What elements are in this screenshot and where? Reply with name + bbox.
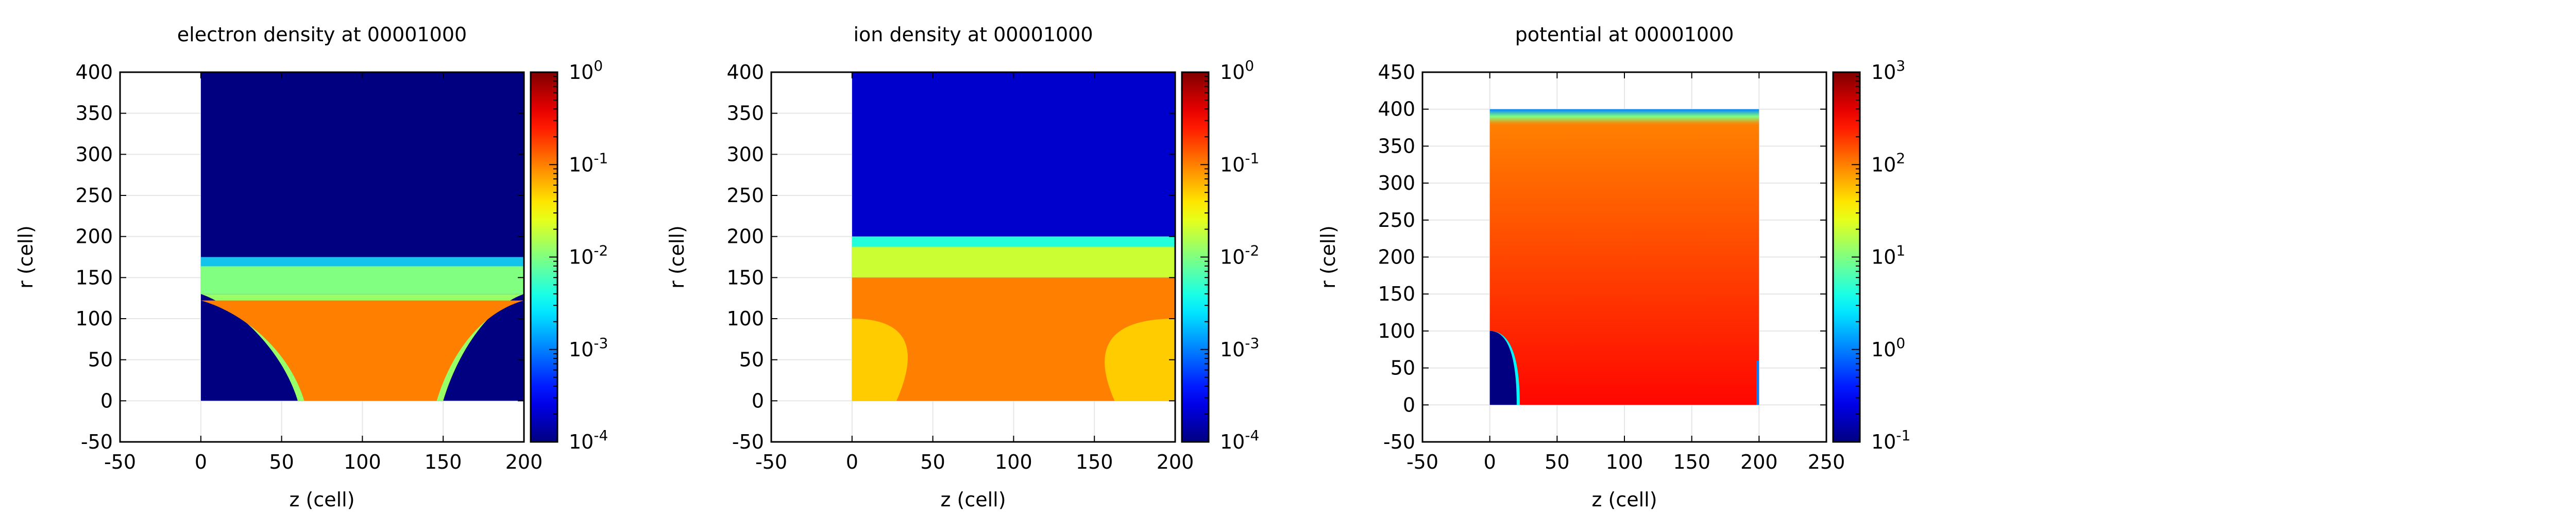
x-tick-label: 200 (1740, 451, 1778, 473)
x-tick-label: 250 (1808, 451, 1845, 473)
y-tick-label: 100 (726, 307, 764, 330)
y-tick-label: 300 (1378, 172, 1415, 194)
chart-panel-3: potential at 00001000 -50 0 50 100 150 200 250 -… (1317, 23, 1910, 511)
x-axis-label: z (cell) (940, 488, 1006, 511)
chart-title: ion density at 00001000 (853, 23, 1093, 46)
colorbar-tick-label: 10-1 (1871, 427, 1910, 453)
colorbar-tick-label: 101 (1871, 242, 1905, 269)
y-tick-label: 200 (726, 225, 764, 248)
x-tick-label: -50 (755, 451, 787, 473)
y-tick-label: 0 (1403, 393, 1415, 416)
chart-panel-2: ion density at 00001000 -50 0 50 100 150 200 -5… (666, 23, 1259, 511)
x-tick-label: 150 (425, 451, 462, 473)
y-tick-label: 100 (75, 307, 113, 330)
y-tick-label: 150 (1378, 283, 1415, 305)
heatmap-top-edge (1489, 109, 1759, 124)
heatmap-electrode (1489, 331, 1517, 405)
y-tick-label: 350 (75, 102, 113, 125)
y-tick-label: 350 (726, 102, 764, 125)
chart-panel-1: electron density at 00001000 -50 0 50 100 150… (14, 23, 608, 511)
colorbar-tick-label: 102 (1871, 150, 1905, 176)
colorbar-tick-label: 10-2 (1220, 242, 1259, 269)
y-tick-label: -50 (81, 431, 113, 453)
heatmap (852, 72, 1175, 401)
x-tick-label: 100 (995, 451, 1032, 473)
y-tick-label: 250 (1378, 209, 1415, 232)
heatmap-layer-edge (852, 236, 1175, 247)
x-tick-label: 100 (344, 451, 381, 473)
x-axis-label: z (cell) (289, 488, 354, 511)
colorbar-tick-label: 10-4 (569, 427, 608, 453)
x-tick-label: -50 (104, 451, 136, 473)
colorbar-tick-label: 10-1 (1220, 150, 1259, 176)
colorbar-tick-label: 100 (1871, 335, 1905, 361)
y-tick-label: 0 (752, 389, 764, 412)
y-tick-label: 250 (726, 184, 764, 207)
plot-frame (770, 71, 1176, 443)
x-tick-label: 0 (195, 451, 207, 473)
y-tick-label: 200 (75, 225, 113, 248)
colorbar-tick-label: 10-2 (569, 242, 608, 269)
x-tick-label: 200 (505, 451, 543, 473)
y-tick-label: 50 (88, 349, 113, 371)
x-tick-label: 50 (269, 451, 294, 473)
heatmap-gradient (1489, 124, 1759, 405)
y-tick-label: 200 (1378, 246, 1415, 269)
y-axis-label: r (cell) (666, 225, 688, 289)
heatmap (1489, 109, 1759, 405)
x-tick-label: 150 (1076, 451, 1113, 473)
colorbar-tick-label: 10-3 (569, 335, 608, 361)
y-tick-label: 450 (1378, 61, 1415, 84)
y-tick-label: 400 (75, 61, 113, 84)
colorbar-tick-label: 103 (1871, 57, 1905, 84)
colorbar-tick-label: 10-1 (569, 150, 608, 176)
heatmap (200, 72, 524, 401)
chart-title: electron density at 00001000 (177, 23, 467, 46)
y-tick-label: 100 (1378, 320, 1415, 342)
x-axis-label: z (cell) (1591, 488, 1657, 511)
x-tick-label: 0 (1484, 451, 1496, 473)
x-tick-label: 100 (1606, 451, 1643, 473)
heatmap-layer-edge (200, 257, 524, 267)
x-tick-label: 50 (920, 451, 945, 473)
y-axis-label: r (cell) (14, 225, 37, 289)
y-tick-label: -50 (1383, 431, 1415, 453)
heatmap-region (200, 300, 524, 401)
y-tick-label: 50 (739, 349, 764, 371)
colorbar-tick-label: 10-3 (1220, 335, 1259, 361)
x-tick-label: 150 (1673, 451, 1710, 473)
heatmap-thin-edge (1756, 360, 1759, 405)
y-tick-label: 400 (1378, 98, 1415, 121)
x-tick-label: -50 (1406, 451, 1438, 473)
y-tick-label: 150 (75, 266, 113, 289)
y-tick-label: 50 (1391, 357, 1415, 380)
y-tick-label: 400 (726, 61, 764, 84)
y-tick-label: 300 (726, 143, 764, 166)
y-tick-label: 300 (75, 143, 113, 166)
heatmap-lobe-left (852, 319, 908, 401)
chart-title: potential at 00001000 (1515, 23, 1734, 46)
y-tick-label: 350 (1378, 135, 1415, 157)
y-tick-label: 0 (100, 389, 113, 412)
y-tick-label: -50 (732, 431, 764, 453)
heatmap-lobe-right (1105, 319, 1175, 401)
colorbar-tick-label: 100 (569, 57, 603, 84)
colorbar-tick-label: 10-4 (1220, 427, 1259, 453)
x-tick-label: 0 (846, 451, 858, 473)
x-tick-label: 50 (1545, 451, 1569, 473)
y-tick-label: 150 (726, 266, 764, 289)
colorbar-tick-label: 100 (1220, 57, 1254, 84)
y-tick-label: 250 (75, 184, 113, 207)
plot-frame (119, 71, 525, 443)
y-axis-label: r (cell) (1317, 225, 1340, 289)
x-tick-label: 200 (1157, 451, 1194, 473)
